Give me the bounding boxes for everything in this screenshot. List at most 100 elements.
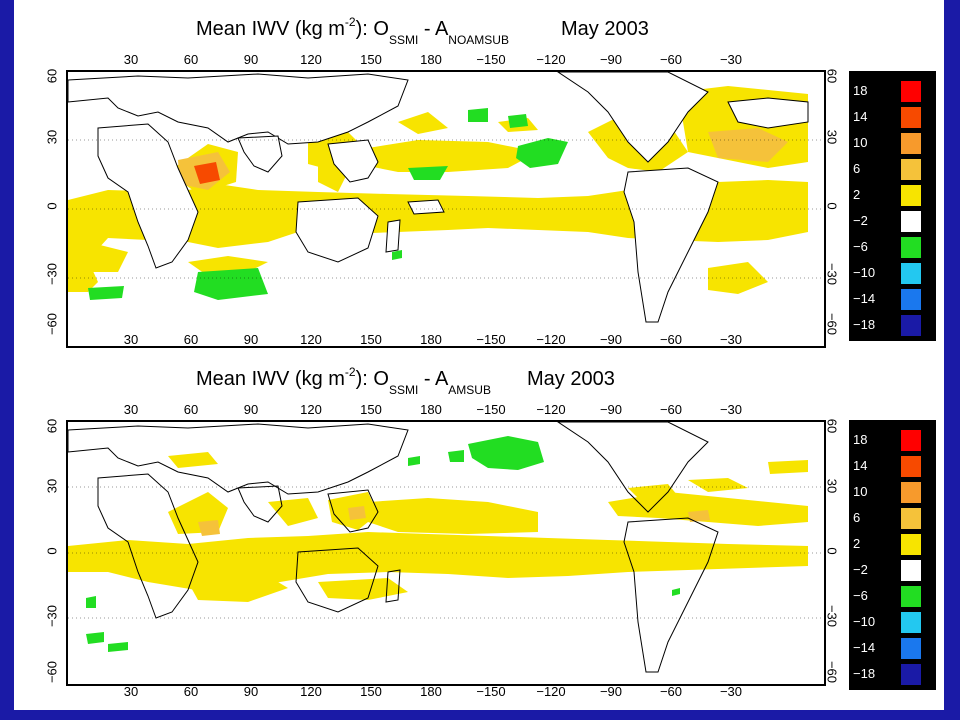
lon-tick: −60	[659, 402, 683, 417]
title-prefix: Mean IWV (kg m	[196, 18, 345, 40]
lat-tick: 0	[824, 547, 840, 555]
colorbar-swatch	[901, 586, 921, 607]
colorbar-label: −2	[853, 562, 868, 577]
colorbar-swatch	[901, 133, 921, 154]
lon-tick: 60	[183, 332, 199, 347]
lon-tick: −120	[536, 402, 566, 417]
lon-tick: −60	[659, 52, 683, 67]
title-exponent: -2	[344, 15, 356, 29]
colorbar-label: −18	[853, 317, 876, 332]
lon-tick: 180	[420, 684, 442, 699]
lon-tick: 60	[183, 52, 199, 67]
lon-tick: −150	[476, 684, 506, 699]
lon-tick: 30	[123, 684, 139, 699]
lon-tick: −30	[719, 684, 743, 699]
negative-anomaly-field	[86, 436, 680, 652]
colorbar-swatch	[901, 664, 921, 685]
lat-tick: 60	[44, 68, 60, 84]
peak-anomaly	[194, 162, 220, 184]
lat-tick: 30	[824, 129, 840, 145]
colorbar-2: 18 14 10 6 2 −2 −6 −10 −14 −18	[849, 420, 936, 690]
title-analysis-subscript: NOAMSUB	[448, 33, 509, 47]
colorbar-label: −18	[853, 666, 876, 681]
colorbar-label: −6	[853, 239, 868, 254]
title-obs-subscript: SSMI	[388, 33, 419, 47]
colorbar-label: −14	[853, 640, 876, 655]
lat-tick: 60	[824, 68, 840, 84]
lon-tick: 90	[243, 402, 259, 417]
colorbar-label: 18	[853, 432, 868, 447]
title-analysis-subscript: AMSUB	[448, 383, 491, 397]
lon-tick: −120	[536, 52, 566, 67]
lon-tick: −90	[599, 684, 623, 699]
strong-positive-anomaly	[198, 506, 710, 536]
lon-tick: −120	[536, 684, 566, 699]
colorbar-label: 2	[853, 536, 861, 551]
colorbar-swatch	[901, 430, 921, 451]
lon-tick: −30	[719, 332, 743, 347]
colorbar-label: 18	[853, 83, 868, 98]
map-panel-1-svg	[68, 72, 824, 323]
title-exponent: -2	[344, 365, 356, 379]
lon-tick: −60	[659, 332, 683, 347]
lon-tick: 30	[123, 332, 139, 347]
colorbar-label: 14	[853, 109, 868, 124]
lat-tick: −30	[44, 262, 60, 286]
colorbar-label: −6	[853, 588, 868, 603]
colorbar-label: −2	[853, 213, 868, 228]
lon-tick: 180	[420, 402, 442, 417]
colorbar-swatch	[901, 107, 921, 128]
colorbar-swatch	[901, 534, 921, 555]
lat-tick: 0	[44, 547, 60, 555]
lat-tick: −60	[44, 660, 60, 684]
colorbar-label: 14	[853, 458, 868, 473]
colorbar-label: −10	[853, 265, 876, 280]
lat-tick: 30	[824, 478, 840, 494]
lon-tick: 30	[123, 52, 139, 67]
panel2-title: Mean IWV (kg m-2): OSSMI - AAMSUB May 200…	[196, 365, 615, 397]
lon-tick: 150	[360, 402, 382, 417]
colorbar-swatch	[901, 482, 921, 503]
lon-tick: 150	[360, 52, 382, 67]
lon-tick: 120	[300, 402, 322, 417]
colorbar-swatch	[901, 638, 921, 659]
title-date: May 2003	[560, 18, 649, 40]
lat-tick: −60	[44, 312, 60, 336]
title-analysis: - A	[418, 18, 449, 40]
title-analysis: - A	[418, 368, 449, 390]
lon-tick: 180	[420, 332, 442, 347]
lat-tick: −60	[824, 660, 840, 684]
colorbar-1: 18 14 10 6 2 −2 −6 −10 −14 −18	[849, 71, 936, 341]
lon-tick: 60	[183, 402, 199, 417]
colorbar-swatch	[901, 159, 921, 180]
lon-tick: 30	[123, 402, 139, 417]
title-obs: ): O	[355, 18, 389, 40]
lon-tick: 90	[243, 332, 259, 347]
lat-tick: 60	[44, 418, 60, 434]
lon-tick: 120	[300, 332, 322, 347]
lon-tick: −120	[536, 332, 566, 347]
colorbar-swatch	[901, 185, 921, 206]
lon-tick: −150	[476, 402, 506, 417]
colorbar-swatch	[901, 456, 921, 477]
panel1-title: Mean IWV (kg m-2): OSSMI - ANOAMSUB May 2…	[196, 15, 649, 47]
map-panel-2-svg	[68, 422, 824, 673]
lat-tick: −30	[44, 604, 60, 628]
title-obs: ): O	[355, 368, 389, 390]
colorbar-swatch	[901, 263, 921, 284]
colorbar-label: 6	[853, 510, 861, 525]
lon-tick: −150	[476, 52, 506, 67]
lat-tick: 0	[824, 202, 840, 210]
positive-anomaly-field	[68, 452, 808, 602]
lon-tick: −150	[476, 332, 506, 347]
coastlines	[68, 72, 809, 323]
colorbar-label: 10	[853, 135, 868, 150]
colorbar-swatch	[901, 508, 921, 529]
lon-tick: 90	[243, 52, 259, 67]
lat-tick: 30	[44, 478, 60, 494]
lon-tick: −60	[659, 684, 683, 699]
colorbar-swatch	[901, 81, 921, 102]
colorbar-swatch	[901, 289, 921, 310]
lat-tick: 30	[44, 129, 60, 145]
lon-tick: 120	[300, 52, 322, 67]
